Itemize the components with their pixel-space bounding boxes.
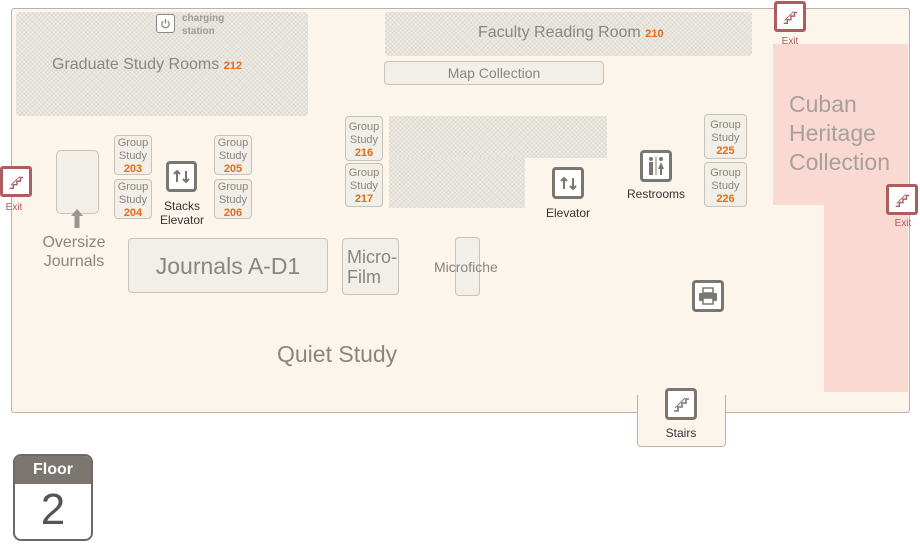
- group-study-216[interactable]: Group Study 216: [345, 116, 383, 161]
- group-study-206[interactable]: Group Study 206: [214, 179, 252, 219]
- quiet-study-label: Quiet Study: [277, 341, 398, 367]
- exit-label-north: Exit: [781, 36, 799, 47]
- printer-icon[interactable]: [692, 280, 724, 312]
- cuban-heritage-label[interactable]: Cuban Heritage Collection: [789, 91, 890, 175]
- exit-label-east: Exit: [894, 218, 912, 229]
- group-study-226[interactable]: Group Study 226: [704, 162, 747, 207]
- faculty-reading-room-label: Faculty Reading Room 210: [478, 24, 664, 41]
- group-study-225[interactable]: Group Study 225: [704, 114, 747, 159]
- microfilm[interactable]: Micro- Film: [342, 238, 399, 295]
- cuban-heritage-area-top: [773, 44, 908, 205]
- power-icon: [156, 14, 175, 33]
- oversize-journals-label: Oversize Journals: [42, 234, 106, 270]
- microfiche-cabinet[interactable]: [455, 237, 480, 296]
- exit-stairs-icon[interactable]: [886, 184, 918, 215]
- exit-label-west: Exit: [5, 202, 23, 213]
- elevator-label: Elevator: [545, 206, 591, 220]
- graduate-study-rooms-label: Graduate Study Rooms 212: [52, 56, 243, 73]
- arrow-up-icon: [70, 208, 84, 228]
- floor-number: 2: [40, 485, 66, 534]
- restrooms-label: Restrooms: [626, 187, 685, 201]
- elevator-icon[interactable]: [166, 161, 197, 192]
- exit-stairs-icon[interactable]: [0, 166, 32, 197]
- group-study-203[interactable]: Group Study 203: [114, 135, 152, 175]
- exit-stairs-icon[interactable]: [774, 1, 806, 32]
- stairs-label: Stairs: [665, 426, 697, 440]
- journals-a-d1[interactable]: Journals A-D1: [128, 238, 328, 293]
- group-study-217[interactable]: Group Study 217: [345, 163, 383, 207]
- floor-badge: Floor 2: [13, 454, 93, 541]
- central-stacks-bottom: [389, 158, 525, 208]
- map-collection[interactable]: Map Collection: [384, 61, 604, 85]
- cuban-heritage-area-bottom: [824, 200, 908, 392]
- stairs-icon[interactable]: [665, 388, 697, 420]
- stacks-elevator-label: Stacks Elevator: [159, 199, 205, 227]
- charging-station-label: charging station: [182, 13, 225, 37]
- restroom-icon[interactable]: [640, 150, 672, 182]
- group-study-204[interactable]: Group Study 204: [114, 179, 152, 219]
- faculty-reading-room[interactable]: [385, 12, 752, 56]
- group-study-205[interactable]: Group Study 205: [214, 135, 252, 175]
- oversize-journals-shelf[interactable]: [56, 150, 99, 214]
- central-stacks-top: [389, 116, 607, 158]
- microfiche-label: Microfiche: [434, 259, 498, 275]
- elevator-icon[interactable]: [552, 167, 584, 199]
- floor-badge-label: Floor: [15, 456, 91, 484]
